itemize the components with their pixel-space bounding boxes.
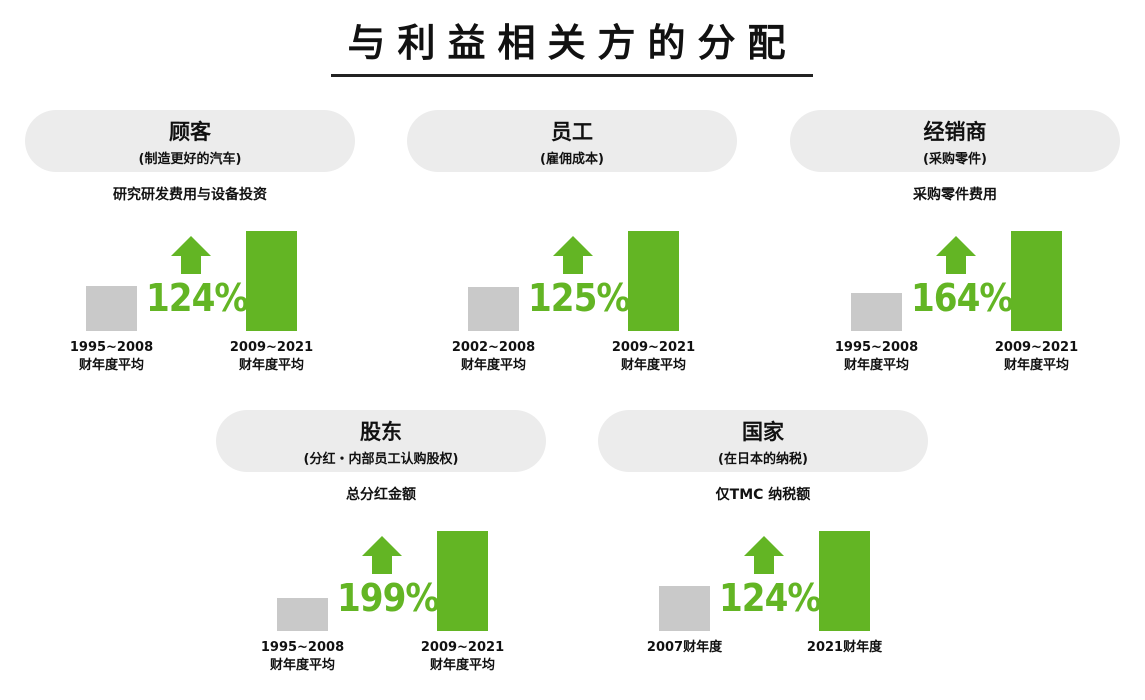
category-label-line: 2009~2021 [611, 340, 696, 355]
category-label-line: 财年度平均 [238, 358, 304, 373]
category-label-line: 2007财年度 [646, 640, 723, 655]
title-underline [331, 74, 813, 77]
category-label-line: 2009~2021 [994, 340, 1079, 355]
growth-percentage: 125% [528, 276, 631, 320]
bar-before [468, 287, 519, 331]
category-label: 2009~2021 财年度平均 [604, 339, 704, 375]
growth-percentage: 124% [719, 576, 822, 620]
metric-label: 总分红金额 [346, 487, 416, 503]
bar-before [86, 286, 137, 331]
category-label: 2007财年度 [635, 639, 735, 657]
stakeholder-subtitle: (采购零件) [923, 152, 987, 167]
bar-after [246, 231, 297, 331]
category-label: 1995~2008 财年度平均 [253, 639, 353, 675]
stakeholder-header: 员工 (雇佣成本) [407, 110, 737, 172]
category-label-line: 财年度平均 [460, 358, 526, 373]
bar-after [628, 231, 679, 331]
metric-label: 采购零件费用 [913, 187, 997, 203]
stakeholder-name: 顾客 [169, 120, 211, 144]
metric-label: 仅TMC 纳税额 [715, 487, 811, 503]
category-label-line: 1995~2008 [260, 640, 345, 655]
stakeholder-header: 顾客 (制造更好的汽车) [25, 110, 355, 172]
bar-before [851, 293, 902, 331]
bar-after [1011, 231, 1062, 331]
category-label-line: 财年度平均 [78, 358, 144, 373]
category-label: 2009~2021 财年度平均 [413, 639, 513, 675]
up-arrow-icon [744, 536, 784, 574]
category-label-line: 1995~2008 [69, 340, 154, 355]
stakeholder-panel: 经销商 (采购零件) 采购零件费用 1995~2008 财年度平均 2009~2021 财年… [790, 110, 1130, 400]
bar-before [277, 598, 328, 631]
stakeholder-panel: 顾客 (制造更好的汽车) 研究研发费用与设备投资 1995~2008 财年度平均 2009… [25, 110, 365, 400]
bar-after [437, 531, 488, 631]
stakeholder-header: 股东 (分红・内部员工认购股权) [216, 410, 546, 472]
category-label-line: 1995~2008 [834, 340, 919, 355]
category-label: 1995~2008 财年度平均 [827, 339, 927, 375]
category-label-line: 2002~2008 [451, 340, 536, 355]
category-label: 2009~2021 财年度平均 [222, 339, 322, 375]
up-arrow-icon [936, 236, 976, 274]
growth-percentage: 124% [146, 276, 249, 320]
up-arrow-icon [362, 536, 402, 574]
up-arrow-icon [553, 236, 593, 274]
category-label: 1995~2008 财年度平均 [62, 339, 162, 375]
category-label-line: 财年度平均 [620, 358, 686, 373]
category-label-line: 财年度平均 [429, 658, 495, 673]
category-label: 2009~2021 财年度平均 [987, 339, 1087, 375]
category-label-line: 2009~2021 [229, 340, 314, 355]
stakeholder-subtitle: (雇佣成本) [540, 152, 604, 167]
stakeholder-subtitle: (在日本的纳税) [718, 452, 808, 467]
metric-label: 研究研发费用与设备投资 [113, 187, 267, 203]
up-arrow-icon [171, 236, 211, 274]
stakeholder-name: 员工 [551, 120, 593, 144]
stakeholder-name: 国家 [742, 420, 784, 444]
category-label: 2002~2008 财年度平均 [444, 339, 544, 375]
bar-before [659, 586, 710, 631]
growth-percentage: 164% [911, 276, 1014, 320]
category-label-line: 财年度平均 [843, 358, 909, 373]
category-label-line: 2009~2021 [420, 640, 505, 655]
stakeholder-subtitle: (分红・内部员工认购股权) [303, 452, 459, 467]
category-label-line: 2021财年度 [806, 640, 883, 655]
stakeholder-name: 股东 [360, 420, 402, 444]
category-label-line: 财年度平均 [269, 658, 335, 673]
stakeholder-panel: 股东 (分红・内部员工认购股权) 总分红金额 1995~2008 财年度平均 2009~2… [216, 410, 556, 700]
category-label-line: 财年度平均 [1003, 358, 1069, 373]
stakeholder-panel: 国家 (在日本的纳税) 仅TMC 纳税额 2007财年度 2021财年度 124% [598, 410, 938, 700]
stakeholder-header: 国家 (在日本的纳税) [598, 410, 928, 472]
bar-after [819, 531, 870, 631]
growth-percentage: 199% [337, 576, 440, 620]
stakeholder-header: 经销商 (采购零件) [790, 110, 1120, 172]
category-label: 2021财年度 [795, 639, 895, 657]
stakeholder-panel: 员工 (雇佣成本) 2002~2008 财年度平均 2009~2021 财年度平均 125% [407, 110, 747, 400]
stakeholder-name: 经销商 [923, 120, 987, 144]
page-title: 与利益相关方的分配 [347, 21, 798, 65]
stakeholder-subtitle: (制造更好的汽车) [138, 152, 242, 167]
